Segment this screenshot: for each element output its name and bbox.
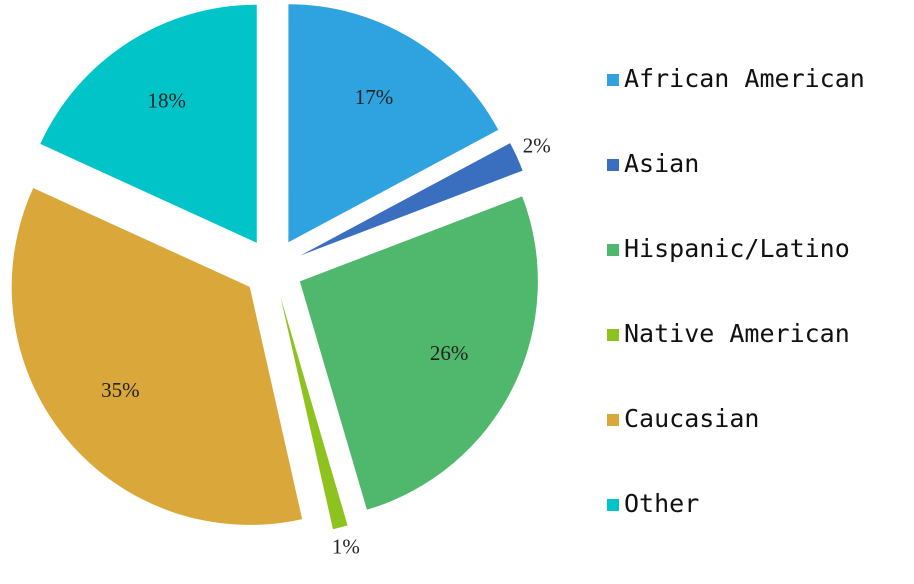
legend-swatch <box>607 329 619 341</box>
legend-swatch <box>607 414 619 426</box>
data-label: 35% <box>101 378 140 402</box>
pie-slice <box>288 4 499 243</box>
legend-label: Caucasian <box>624 404 759 433</box>
pie-slice <box>280 297 348 530</box>
legend-swatch <box>607 159 619 171</box>
legend-label: Native American <box>624 319 850 348</box>
legend-swatch <box>607 244 619 256</box>
data-label: 2% <box>523 133 551 157</box>
legend-swatch <box>607 499 619 511</box>
data-label: 26% <box>430 341 469 365</box>
pie-slice <box>11 188 303 525</box>
legend-swatch <box>607 74 619 86</box>
data-label: 18% <box>147 88 186 112</box>
legend-label: African American <box>624 64 865 93</box>
pie-slice <box>299 196 538 510</box>
legend-label: Other <box>624 489 699 518</box>
data-label: 17% <box>355 85 394 109</box>
legend-label: Hispanic/Latino <box>624 234 850 263</box>
data-label: 1% <box>332 535 360 559</box>
pie-slice <box>40 4 257 243</box>
legend-label: Asian <box>624 149 699 178</box>
pie-slice <box>300 143 523 256</box>
